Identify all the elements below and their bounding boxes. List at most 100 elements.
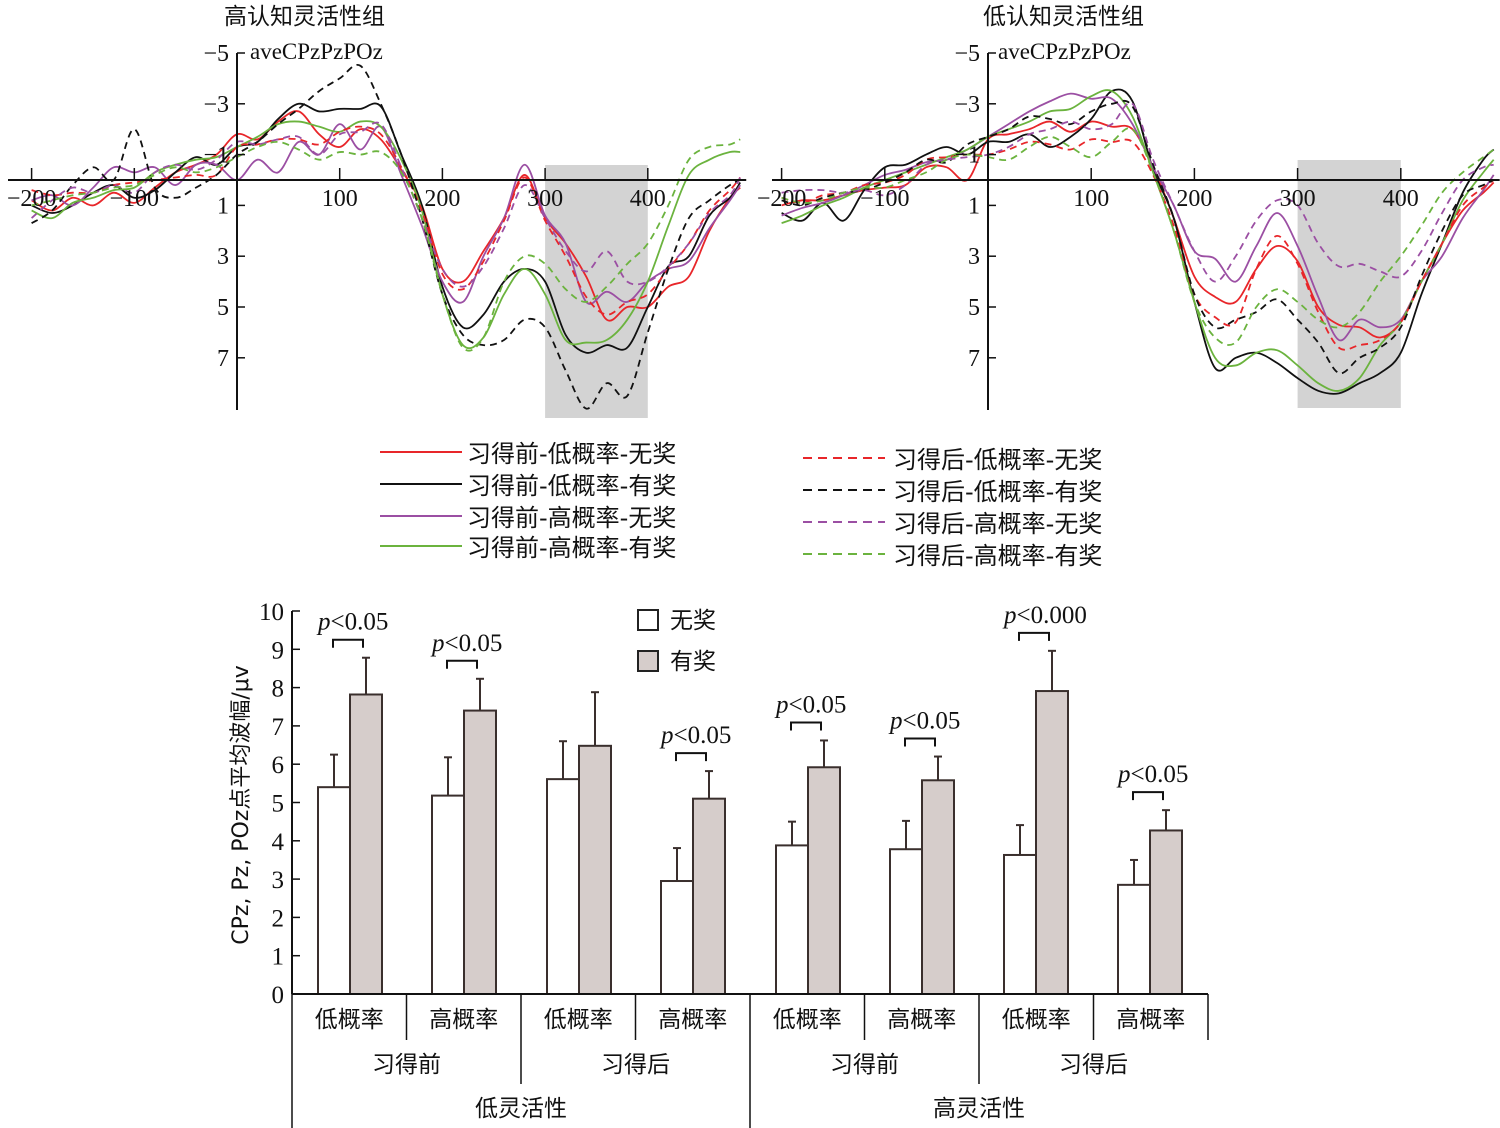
bar-y-axis-label: CPz, Pz, POz点平均波幅/μv [229, 665, 254, 945]
significance-bracket [790, 721, 822, 731]
erp-left-title: 高认知灵活性组 [224, 4, 385, 30]
bar-no-reward [660, 880, 694, 996]
erp-right-series-4 [781, 89, 1495, 392]
erp-right-y-tick-label: 3 [968, 244, 980, 270]
erp-left-y-tick-label: 1 [217, 193, 229, 219]
erp-panel-low-flexibility: −200 −100 100 200 300 400 −5 −3 −1 1 3 5 7 [757, 41, 1500, 410]
bar-y-tick-label: 7 [272, 714, 285, 741]
category-label-l1: 高概率 [1116, 1007, 1185, 1033]
erp-right-title: 低认知灵活性组 [983, 4, 1144, 30]
erp-left-y-tick-label: −3 [203, 92, 229, 118]
category-label-l1: 高概率 [429, 1007, 498, 1033]
erp-left-y-tick-label: 7 [217, 346, 229, 372]
bar-reward [578, 744, 612, 995]
erp-right-x-tick-label: 200 [1176, 186, 1212, 212]
erp-left-series-1 [31, 110, 741, 322]
significance-label: p<0.05 [430, 630, 502, 657]
erp-left-y-tick-label: −5 [203, 41, 229, 67]
legend-label-8: 习得后-高概率-有奖 [893, 542, 1102, 570]
erp-left-x-tick-label: −100 [110, 186, 160, 212]
erp-left-series-7 [31, 121, 742, 288]
erp-right-analysis-window [1297, 160, 1401, 408]
erp-left-series-3 [31, 123, 741, 305]
category-label-l3: 低灵活性 [475, 1096, 567, 1122]
significance-bracket [1018, 631, 1050, 641]
bar-reward [807, 766, 841, 995]
legend-label-3: 习得前-高概率-无奖 [467, 504, 676, 532]
bar-y-tick-label: 4 [272, 829, 285, 856]
erp-right-y-tick-label: 7 [968, 346, 980, 372]
significance-label: p<0.05 [1116, 761, 1188, 788]
erp-left-x-tick-label: 100 [322, 186, 358, 212]
erp-right-y-tick-label: 5 [968, 295, 980, 321]
legend-swatch-reward [637, 650, 659, 672]
legend-label-7: 习得后-高概率-无奖 [893, 510, 1102, 538]
erp-left-x-tick-label: 400 [630, 186, 666, 212]
category-label-l1: 低概率 [315, 1007, 384, 1033]
bar-y-tick-label: 3 [272, 867, 285, 894]
erp-left-series-2 [31, 102, 741, 354]
bar-no-reward [546, 778, 580, 996]
bar-reward [921, 779, 955, 996]
category-label-l2: 习得前 [830, 1052, 899, 1078]
significance-bracket [904, 737, 936, 747]
erp-right-x-tick-label: 100 [1073, 186, 1109, 212]
erp-right-y-tick-label: −5 [954, 41, 980, 67]
category-label-l1: 低概率 [544, 1007, 613, 1033]
bar-no-reward [1117, 883, 1151, 995]
erp-left-analysis-window [545, 165, 648, 418]
erp-left-channel-label: aveCPzPzPOz [250, 39, 383, 64]
erp-left-y-tick-label: 5 [217, 295, 229, 321]
significance-label: p<0.05 [659, 722, 731, 749]
significance-label: p<0.05 [888, 708, 960, 735]
bar-y-tick-label: 8 [272, 676, 285, 703]
bar-reward [349, 693, 383, 996]
erp-left-y-tick-label: −1 [203, 143, 229, 169]
category-label-l1: 高概率 [658, 1007, 727, 1033]
erp-right-y-tick-label: −3 [954, 92, 980, 118]
erp-right-series-5 [781, 138, 1495, 351]
legend-label-reward: 有奖 [670, 649, 716, 675]
category-label-l1: 低概率 [773, 1007, 842, 1033]
significance-bracket [675, 752, 707, 762]
erp-panel-high-flexibility: −200 −100 100 200 300 400 −5 −3 −1 1 3 5 7 [7, 41, 747, 418]
bar-legend: 无奖 有奖 [637, 608, 716, 675]
bar-chart: 0 1 2 3 4 5 6 7 8 9 10 p<0.05 p<0.05 p<0.05 p<0.05 p<0.… [259, 599, 1209, 1128]
erp-legend: 习得前-低概率-无奖习得前-低概率-有奖习得前-高概率-无奖习得前-高概率-有奖… [380, 440, 1102, 570]
significance-bracket [332, 638, 364, 648]
legend-swatch-no-reward [637, 609, 659, 631]
bar-no-reward [775, 844, 809, 995]
significance-label: p<0.05 [316, 609, 388, 636]
significance-label: p<0.000 [1002, 602, 1087, 629]
bar-y-tick-label: 2 [272, 905, 285, 932]
bar-y-tick-label: 10 [259, 599, 284, 626]
bar-y-tick-label: 0 [272, 982, 285, 1009]
bar-no-reward [1003, 853, 1037, 996]
erp-left-x-tick-label: 300 [527, 186, 563, 212]
erp-right-x-tick-label: 300 [1280, 186, 1316, 212]
erp-right-y-tick-label: 1 [968, 193, 980, 219]
bar-no-reward [317, 786, 351, 995]
category-label-l2: 习得前 [372, 1052, 441, 1078]
erp-right-channel-label: aveCPzPzPOz [998, 39, 1131, 64]
bar-y-tick-label: 9 [272, 637, 285, 664]
bar-reward [1035, 690, 1069, 995]
legend-label-2: 习得前-低概率-有奖 [467, 472, 676, 500]
erp-left-y-tick-label: 3 [217, 244, 229, 270]
erp-right-y-tick-label: −1 [954, 143, 980, 169]
bar-reward [1149, 829, 1183, 995]
bar-no-reward [889, 848, 923, 996]
bar-y-tick-label: 1 [272, 944, 285, 971]
erp-left-x-tick-label: 200 [424, 186, 460, 212]
bar-y-tick-label: 5 [272, 791, 285, 818]
significance-bracket [446, 659, 478, 669]
erp-right-series-7 [781, 101, 1494, 283]
significance-label: p<0.05 [774, 691, 846, 718]
category-label-l2: 习得后 [601, 1052, 670, 1078]
legend-label-no-reward: 无奖 [670, 608, 716, 634]
erp-right-x-tick-label: 400 [1383, 186, 1419, 212]
legend-label-1: 习得前-低概率-无奖 [467, 440, 676, 468]
category-label-l2: 习得后 [1059, 1052, 1128, 1078]
significance-bracket [1132, 791, 1164, 801]
